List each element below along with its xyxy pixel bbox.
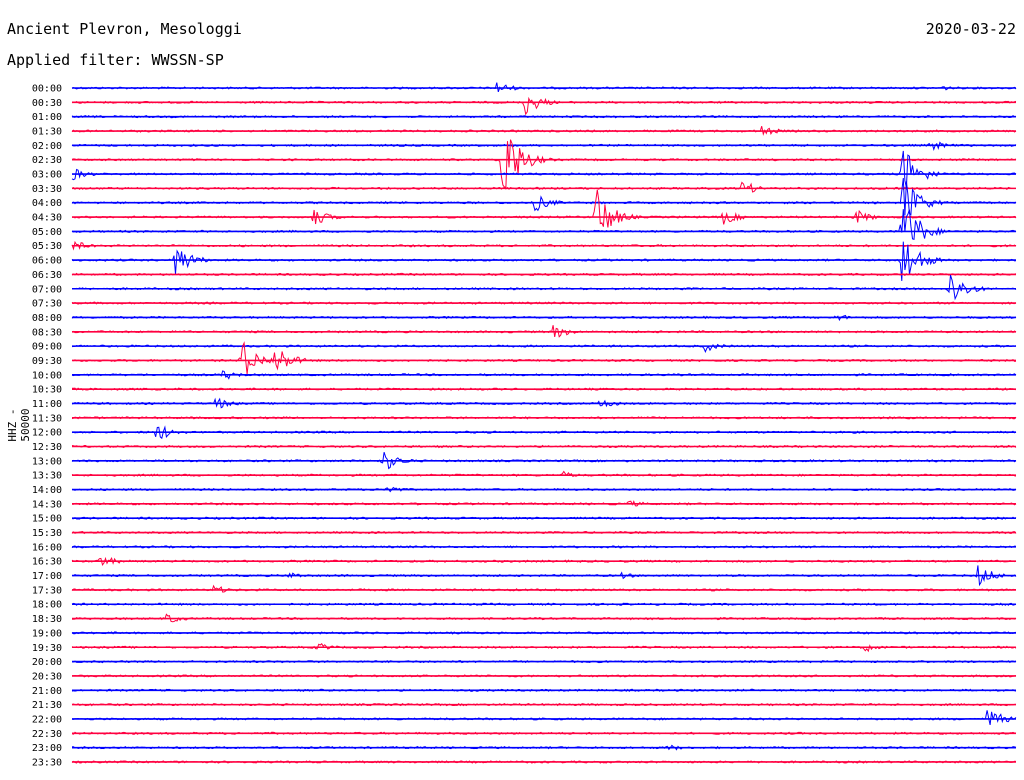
row-label: 12:00 [32, 428, 62, 439]
row-label: 11:30 [32, 413, 62, 424]
row-label: 07:30 [32, 299, 62, 310]
trace-line [71, 96, 1017, 116]
row-label: 18:00 [32, 600, 62, 611]
row-label: 12:30 [32, 442, 62, 453]
row-label: 16:00 [32, 542, 62, 553]
row-label: 16:30 [32, 557, 62, 568]
row-label: 06:30 [32, 270, 62, 281]
trace-line [71, 710, 1017, 726]
row-label: 07:00 [32, 284, 62, 295]
trace-line [71, 584, 1016, 593]
filter-label: Applied filter: WWSSN-SP [7, 51, 224, 69]
row-label: 13:00 [32, 456, 62, 467]
row-label: 10:00 [32, 370, 62, 381]
row-label: 23:30 [32, 757, 62, 768]
row-label: 21:00 [32, 686, 62, 697]
row-label: 10:30 [32, 385, 62, 396]
row-label: 20:00 [32, 657, 62, 668]
row-label: 06:00 [32, 256, 62, 267]
trace-line [71, 209, 1017, 240]
row-label: 17:00 [32, 571, 62, 582]
row-label: 19:30 [32, 643, 62, 654]
row-label: 03:30 [32, 184, 62, 195]
row-label: 23:00 [32, 743, 62, 754]
row-label: 19:00 [32, 628, 62, 639]
row-label: 09:00 [32, 342, 62, 353]
trace-line [71, 126, 1017, 136]
date-label: 2020-03-22 [925, 20, 1016, 38]
trace-line [71, 341, 1017, 375]
row-label: 03:00 [32, 170, 62, 181]
row-label: 04:30 [32, 213, 62, 224]
row-label: 22:30 [32, 729, 62, 740]
row-label: 05:30 [32, 241, 62, 252]
row-label: 15:00 [32, 514, 62, 525]
row-label: 17:30 [32, 585, 62, 596]
row-label: 02:00 [32, 141, 62, 152]
row-label: 22:00 [32, 714, 62, 725]
trace-line [71, 139, 1017, 188]
row-label: 00:00 [32, 84, 62, 95]
station-name: Ancient Plevron, Mesologgi [7, 20, 242, 38]
row-label: 14:00 [32, 485, 62, 496]
row-label: 01:00 [32, 112, 62, 123]
row-label: 00:30 [32, 98, 62, 109]
row-label: 04:00 [32, 198, 62, 209]
trace-line [71, 189, 1017, 228]
row-label: 20:30 [32, 671, 62, 682]
trace-line [72, 274, 1017, 301]
row-label: 09:30 [32, 356, 62, 367]
row-label: 15:30 [32, 528, 62, 539]
row-label: 05:00 [32, 227, 62, 238]
row-label: 13:30 [32, 471, 62, 482]
row-label: 02:30 [32, 155, 62, 166]
row-label: 21:30 [32, 700, 62, 711]
trace-line [71, 150, 1017, 188]
row-label: 01:30 [32, 127, 62, 138]
row-label: 11:00 [32, 399, 62, 410]
trace-line [71, 181, 1016, 193]
row-label: 18:30 [32, 614, 62, 625]
row-label: 08:00 [32, 313, 62, 324]
row-label: 08:30 [32, 327, 62, 338]
row-label: 14:30 [32, 499, 62, 510]
trace-line [71, 177, 1017, 216]
